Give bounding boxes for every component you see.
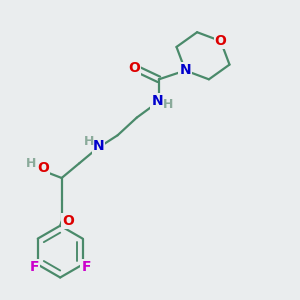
Text: F: F (29, 260, 39, 274)
Text: H: H (26, 157, 36, 170)
Text: N: N (179, 64, 191, 77)
Text: O: O (128, 61, 140, 75)
Text: H: H (163, 98, 173, 111)
Text: H: H (84, 135, 94, 148)
Text: N: N (93, 139, 104, 153)
Text: O: O (215, 34, 226, 48)
Text: N: N (152, 94, 163, 108)
Text: O: O (62, 214, 74, 228)
Text: O: O (37, 161, 49, 175)
Text: F: F (81, 260, 91, 274)
